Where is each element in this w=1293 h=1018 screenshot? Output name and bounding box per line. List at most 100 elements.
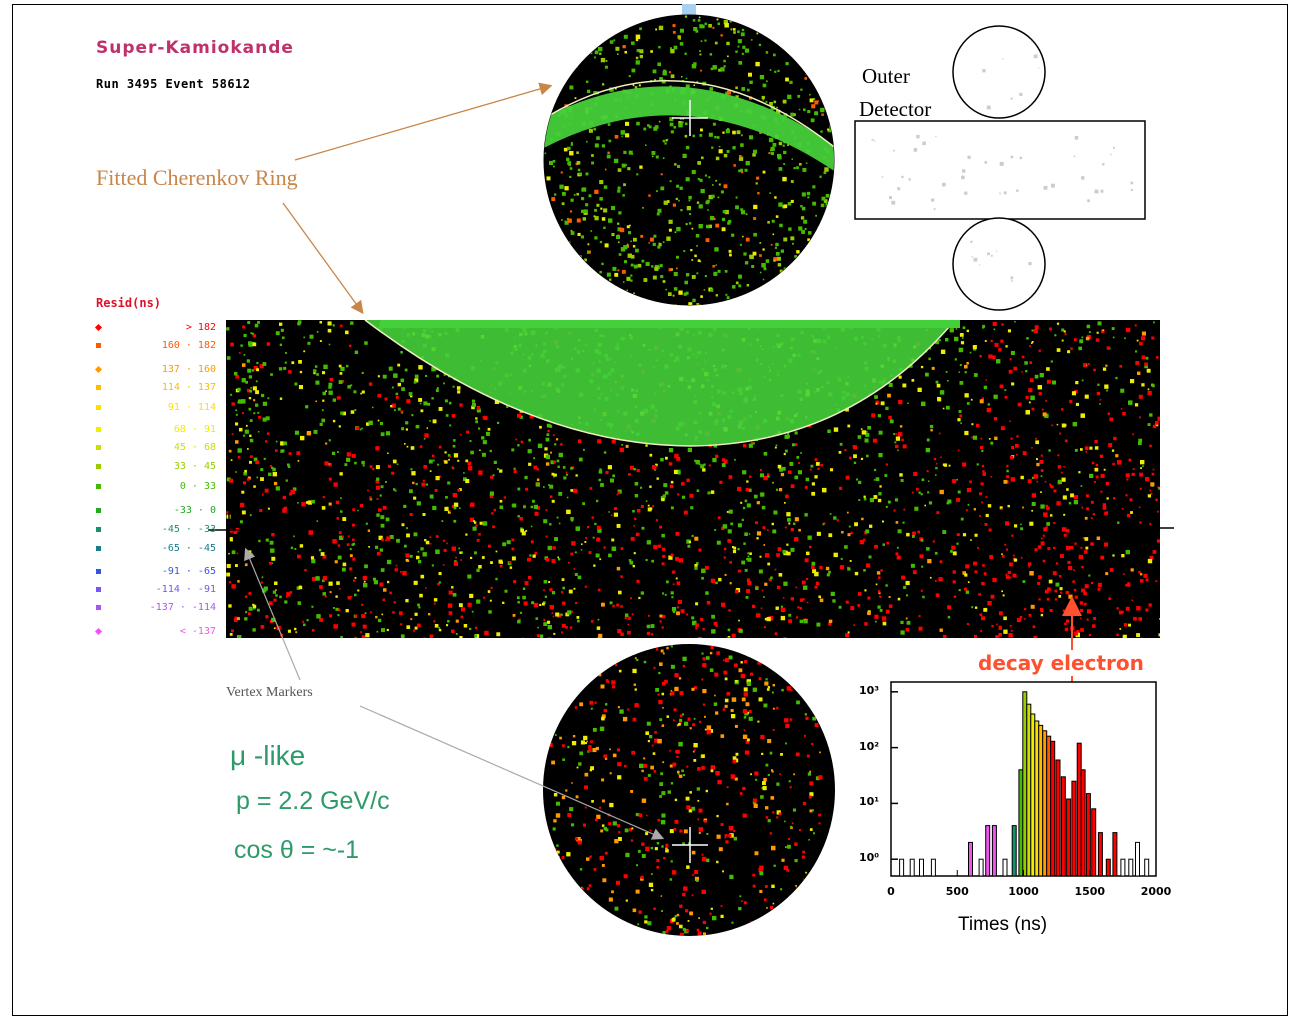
pmt-hit [648, 242, 650, 244]
pmt-hit [983, 607, 988, 612]
pmt-hit [390, 405, 393, 408]
pmt-hit [1075, 381, 1079, 385]
pmt-hit [1067, 350, 1071, 354]
pmt-hit [777, 69, 780, 72]
pmt-hit [783, 865, 789, 871]
pmt-hit [807, 196, 810, 199]
pmt-hit [653, 234, 657, 238]
pmt-hit [375, 479, 380, 484]
pmt-hit [726, 691, 731, 696]
pmt-hit [391, 403, 396, 408]
pmt-hit [333, 482, 338, 487]
pmt-hit [585, 203, 589, 207]
pmt-hit [741, 52, 744, 55]
pmt-hit [1086, 507, 1089, 511]
histogram-bar [1055, 759, 1061, 877]
pmt-hit [737, 45, 740, 48]
pmt-hit [741, 28, 745, 32]
pmt-hit [788, 31, 791, 34]
pmt-hit [405, 553, 410, 558]
pmt-hit [474, 521, 477, 524]
pmt-hit [676, 456, 681, 461]
pmt-hit [539, 603, 542, 606]
pmt-hit [720, 905, 723, 907]
pmt-hit [1040, 475, 1043, 477]
pmt-hit [731, 633, 736, 638]
pmt-hit [767, 739, 772, 744]
pmt-hit [328, 581, 333, 586]
pmt-hit [767, 686, 770, 689]
pmt-hit [657, 544, 661, 548]
pmt-hit [713, 271, 718, 276]
pmt-hit [692, 134, 695, 138]
pmt-hit [299, 544, 304, 548]
pmt-hit [261, 393, 265, 398]
pmt-hit [387, 580, 390, 584]
pmt-hit [253, 399, 256, 402]
pmt-hit [811, 681, 816, 686]
pmt-hit [783, 662, 786, 665]
pmt-hit [411, 471, 416, 476]
pmt-hit [1059, 587, 1063, 591]
pmt-hit [809, 770, 812, 773]
pmt-hit [768, 928, 771, 931]
pmt-hit [414, 374, 419, 379]
pmt-hit [241, 490, 245, 494]
pmt-hit [637, 849, 641, 853]
pmt-hit [455, 556, 457, 559]
pmt-hit [682, 664, 686, 668]
pmt-hit [546, 710, 548, 712]
pmt-hit [799, 930, 802, 932]
pmt-hit [1007, 329, 1011, 333]
pmt-hit [735, 752, 739, 756]
pmt-hit [734, 589, 739, 594]
pmt-hit [804, 228, 807, 230]
legend-swatch [96, 385, 101, 390]
pmt-hit [709, 729, 714, 733]
pmt-hit [553, 819, 557, 823]
pmt-hit [662, 761, 665, 764]
pmt-hit [246, 359, 250, 363]
pmt-hit [473, 520, 476, 523]
pmt-hit [583, 735, 588, 741]
pmt-hit [807, 110, 811, 114]
pmt-hit [794, 859, 798, 863]
pmt-hit [925, 372, 929, 377]
histogram-bar [1060, 776, 1066, 877]
pmt-hit [956, 478, 958, 481]
pmt-hit [940, 456, 942, 459]
pmt-hit [1010, 97, 1013, 100]
pmt-hit [739, 895, 742, 898]
pmt-hit [668, 71, 671, 74]
pmt-hit [767, 819, 771, 823]
pmt-hit [748, 533, 751, 535]
pmt-hit [328, 390, 333, 395]
pmt-hit [808, 258, 811, 260]
pmt-hit [741, 697, 746, 702]
pmt-hit [744, 48, 750, 53]
pmt-hit [481, 452, 486, 457]
pmt-hit [322, 576, 328, 581]
pmt-hit [818, 822, 821, 825]
pmt-hit [756, 501, 760, 505]
pmt-hit [794, 537, 799, 542]
pmt-hit [647, 504, 650, 507]
pmt-hit [668, 292, 672, 296]
pmt-hit [674, 453, 679, 459]
pmt-hit [582, 887, 585, 890]
pmt-hit [808, 795, 812, 799]
pmt-hit [1093, 617, 1096, 620]
pmt-hit [878, 453, 883, 458]
pmt-hit [611, 439, 616, 444]
pmt-hit [767, 529, 769, 531]
pmt-hit [738, 629, 743, 633]
pmt-hit [962, 337, 964, 339]
pmt-hit [964, 573, 968, 577]
pmt-hit [602, 718, 604, 721]
pmt-hit [576, 688, 580, 692]
pmt-hit [322, 592, 326, 596]
pmt-hit [1085, 546, 1089, 550]
pmt-hit [812, 279, 817, 283]
pmt-hit [801, 664, 804, 667]
pmt-hit [1093, 368, 1096, 372]
